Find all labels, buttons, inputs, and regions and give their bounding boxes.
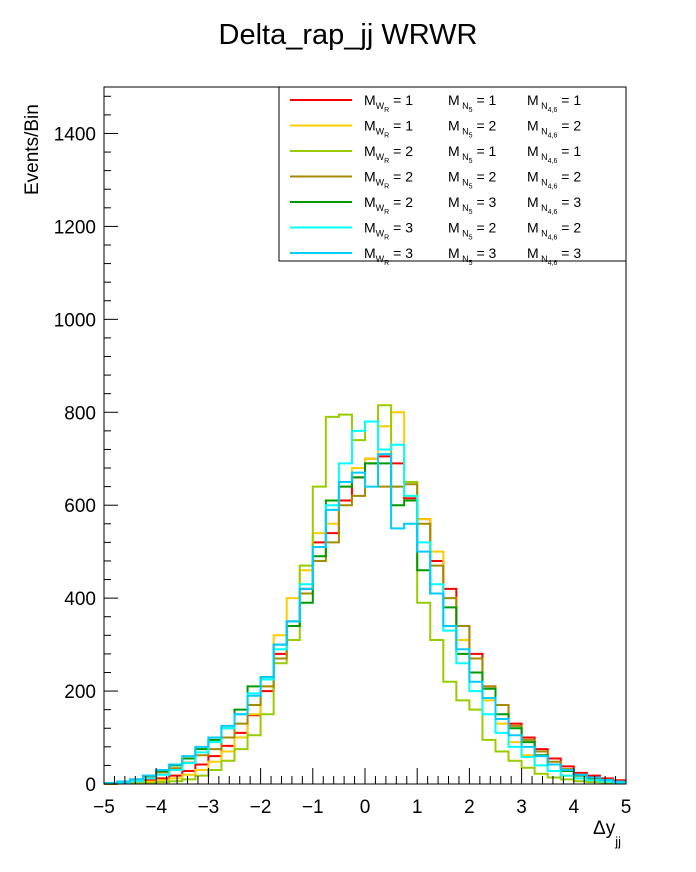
y-tick-label: 1400 [54, 124, 96, 145]
x-axis-label: Δyjj [593, 818, 621, 849]
series-group [104, 404, 626, 785]
y-tick-label: 600 [64, 496, 96, 517]
x-tick-label: −2 [250, 797, 272, 818]
y-tick-label: 200 [64, 682, 96, 703]
x-tick-label: 0 [360, 797, 371, 818]
y-tick-label: 1000 [54, 310, 96, 331]
x-axis-label-sub: jj [614, 834, 621, 849]
x-axis-label-main: Δy [593, 818, 616, 839]
series-line-6 [104, 420, 626, 785]
series-line-7 [104, 453, 626, 785]
y-tick-label: 1200 [54, 217, 96, 238]
x-tick-label: −4 [145, 797, 167, 818]
y-tick-label: 0 [85, 775, 96, 796]
x-tick-label: 4 [569, 797, 580, 818]
y-tick-label: 400 [64, 589, 96, 610]
x-tick-label: 2 [464, 797, 475, 818]
x-tick-label: 3 [516, 797, 527, 818]
x-tick-label: 5 [621, 797, 632, 818]
chart-title: Delta_rap_jj WRWR [219, 19, 478, 51]
x-tick-label: −1 [302, 797, 324, 818]
x-tick-label: −5 [93, 797, 115, 818]
x-tick-label: 1 [412, 797, 423, 818]
y-tick-label: 800 [64, 403, 96, 424]
x-tick-label: −3 [198, 797, 220, 818]
axes-group: −5 −4 −3 −2 −1 0 1 2 3 4 5 0 200 400 600 800 1000 1200 140… [54, 95, 632, 818]
legend-box [278, 86, 627, 262]
y-axis-label: Events/Bin [22, 104, 43, 195]
